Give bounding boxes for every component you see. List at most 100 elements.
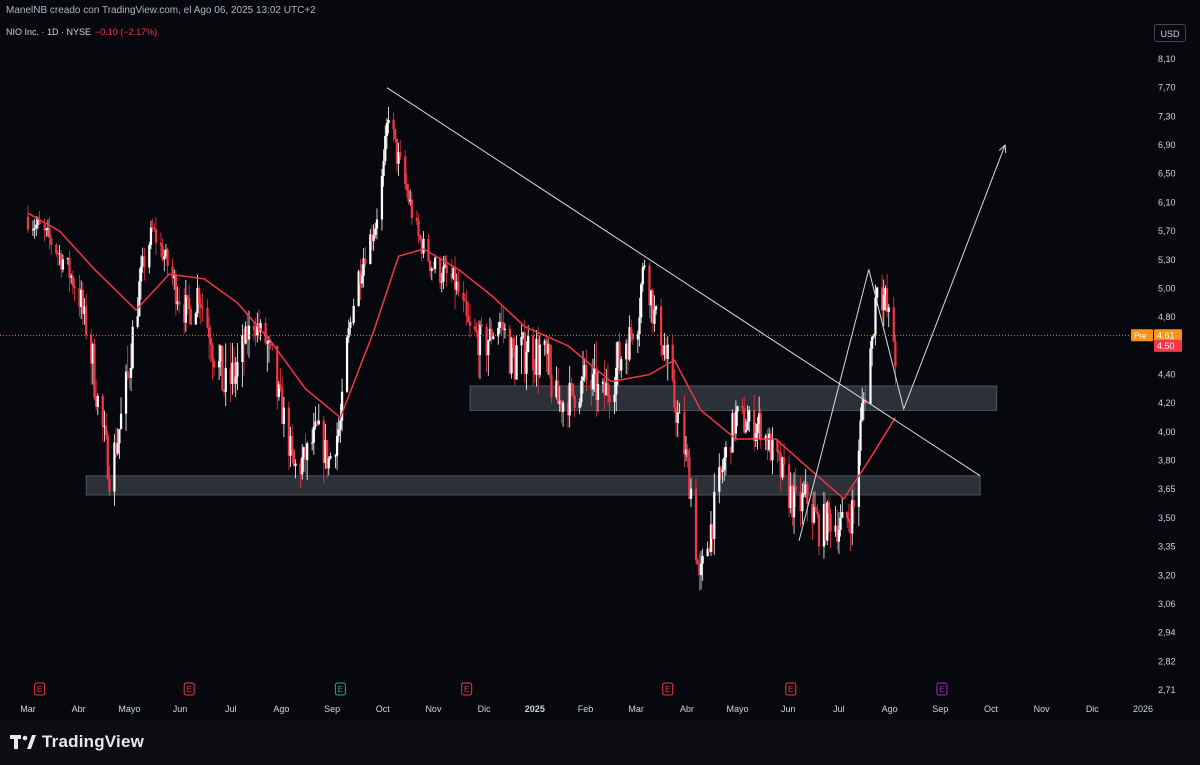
candle-body-282 xyxy=(684,449,688,455)
candle-body-291 xyxy=(706,548,709,557)
candle-body-210 xyxy=(515,345,518,380)
candle-body-76 xyxy=(206,307,209,328)
price-axis[interactable]: 8,10 7,70 7,30 6,90 6,50 6,10 5,70 5,30 5,00 4,80… xyxy=(1158,54,1176,695)
candle-body-84 xyxy=(222,390,226,393)
time-tick-label-0: Mar xyxy=(20,704,36,714)
candle-body-1 xyxy=(31,229,35,231)
candle-body-361 xyxy=(869,348,872,404)
candle-body-324 xyxy=(781,457,784,478)
tradingview-logo[interactable]: TradingView xyxy=(10,732,144,752)
candle-body-354 xyxy=(851,500,854,534)
candle-body-38 xyxy=(116,443,119,454)
candle-body-34 xyxy=(106,434,109,479)
candle-body-174 xyxy=(432,268,435,270)
candle-body-305 xyxy=(736,406,739,412)
candle-body-298 xyxy=(721,470,724,473)
price-tick-label-11: 4,40 xyxy=(1158,370,1176,380)
time-tick-label-1: Abr xyxy=(72,704,86,714)
candle-body-65 xyxy=(178,301,181,305)
candle-body-296 xyxy=(718,466,721,492)
price-chart[interactable]: 8,10 7,70 7,30 6,90 6,50 6,10 5,70 5,30 5,00 4,80… xyxy=(0,0,1200,720)
candle-body-16 xyxy=(66,258,70,260)
earnings-marker-label-2: E xyxy=(338,685,343,694)
candle-body-278 xyxy=(674,407,678,423)
candle-body-364 xyxy=(874,297,877,335)
candle-body-5 xyxy=(38,219,41,225)
price-tick-label-4: 6,50 xyxy=(1158,169,1176,179)
candle-body-247 xyxy=(603,381,606,396)
time-tick-label-19: Oct xyxy=(984,704,999,714)
candle-body-334 xyxy=(804,484,807,494)
zone-1 xyxy=(469,385,998,411)
candle-body-269 xyxy=(653,309,656,324)
candle-body-178 xyxy=(442,266,445,282)
candle-body-18 xyxy=(70,275,73,278)
candle-body-29 xyxy=(95,397,98,407)
currency-button[interactable]: USD xyxy=(1154,24,1186,42)
candle-body-108 xyxy=(279,384,282,389)
candle-body-36 xyxy=(113,442,116,492)
candle-body-311 xyxy=(753,410,756,441)
candle-body-110 xyxy=(282,407,286,425)
candle-body-360 xyxy=(864,399,867,404)
candle-body-2 xyxy=(33,228,36,230)
price-tick-label-8: 5,00 xyxy=(1158,283,1176,293)
candle-body-258 xyxy=(628,326,631,360)
candle-body-140 xyxy=(352,305,355,323)
price-tick-label-21: 2,82 xyxy=(1158,656,1176,666)
candle-body-130 xyxy=(329,456,332,459)
candle-body-253 xyxy=(616,341,620,369)
time-tick-label-4: Jul xyxy=(225,704,237,714)
time-axis[interactable]: Mar Abr Mayo Jun Jul Ago Sep Oct Nov Dic 2025 Feb Ma… xyxy=(20,704,1153,714)
candle-body-88 xyxy=(232,362,236,384)
candle-body-134 xyxy=(339,420,342,430)
candle-body-33 xyxy=(104,425,108,435)
candle-body-143 xyxy=(360,275,364,284)
earnings-marker-label-4: E xyxy=(665,685,670,694)
candle-body-267 xyxy=(650,290,653,306)
candle-body-181 xyxy=(450,273,453,279)
candle-body-61 xyxy=(171,266,174,279)
candle-body-172 xyxy=(429,260,432,271)
price-tick-label-0: 8,10 xyxy=(1158,54,1176,64)
candle-body-164 xyxy=(409,199,412,202)
candle-body-347 xyxy=(836,525,839,542)
price-tick-label-7: 5,30 xyxy=(1158,255,1176,265)
candle-body-260 xyxy=(631,333,634,340)
candle-body-119 xyxy=(304,447,307,461)
time-tick-label-12: Mar xyxy=(628,704,644,714)
price-tick-label-9: 4,80 xyxy=(1158,312,1176,322)
candle-body-42 xyxy=(126,371,129,376)
candle-body-141 xyxy=(357,271,360,306)
candle-body-188 xyxy=(465,300,468,317)
candle-body-266 xyxy=(648,265,651,306)
price-tick-label-19: 3,06 xyxy=(1158,599,1176,609)
candle-body-89 xyxy=(234,376,237,384)
symbol-legend[interactable]: NIO Inc. · 1D · NYSE −0.10 (−2.17%) xyxy=(6,27,157,37)
candle-body-284 xyxy=(688,456,691,499)
candle-body-213 xyxy=(523,332,526,374)
candle-body-142 xyxy=(359,271,362,284)
candle-body-286 xyxy=(694,488,698,560)
candle-body-257 xyxy=(626,343,629,360)
candle-body-367 xyxy=(882,295,885,311)
candle-body-177 xyxy=(440,281,443,283)
candle-body-62 xyxy=(173,274,176,279)
candle-body-358 xyxy=(861,403,864,421)
candle-body-259 xyxy=(630,326,633,334)
candle-body-74 xyxy=(199,304,202,308)
price-tag-value-0: 4,61 xyxy=(1157,330,1175,340)
candle-body-82 xyxy=(219,345,222,362)
candle-body-179 xyxy=(443,264,447,267)
candle-body-153 xyxy=(384,135,387,162)
candle-body-30 xyxy=(96,395,99,407)
candle-body-176 xyxy=(438,257,442,283)
candle-body-243 xyxy=(593,368,596,375)
candle-body-297 xyxy=(719,466,723,473)
candle-body-224 xyxy=(548,344,551,375)
candle-body-190 xyxy=(468,322,472,326)
candle-body-69 xyxy=(188,298,191,309)
candle-body-281 xyxy=(683,412,686,455)
candle-body-169 xyxy=(420,239,423,254)
candle-body-219 xyxy=(537,338,540,375)
